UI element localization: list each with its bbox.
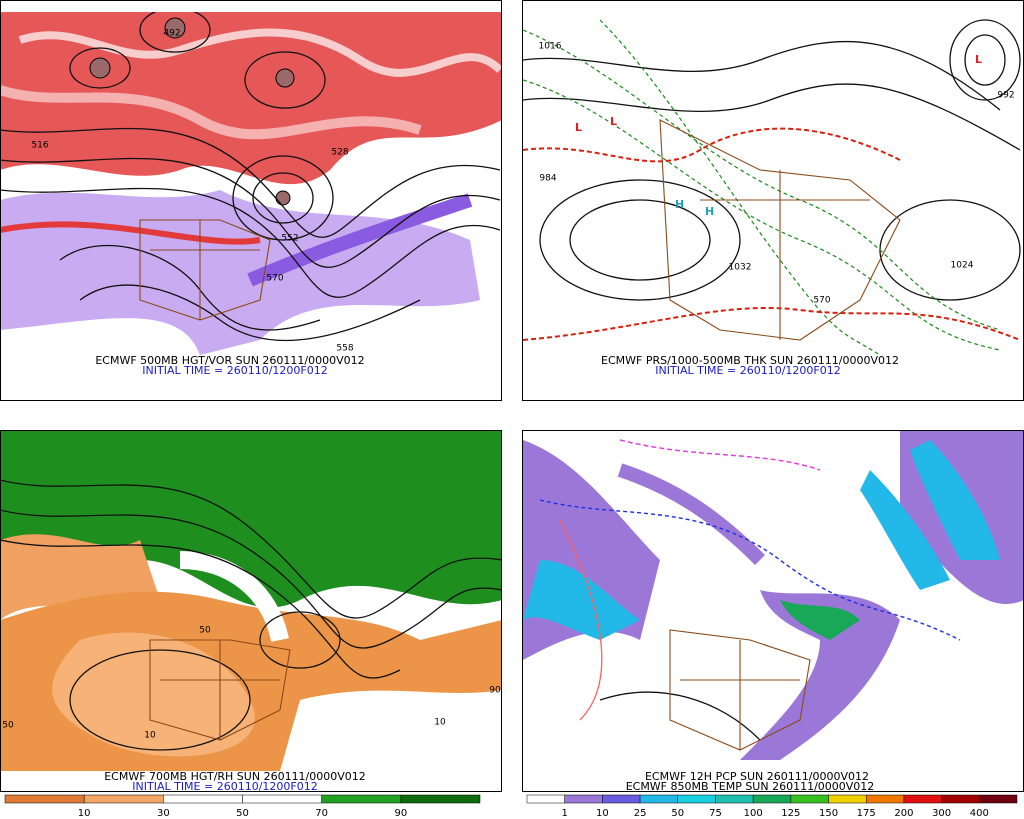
caption: ECMWF PRS/1000-500MB THK SUN 260111/0000… — [601, 354, 899, 367]
colorbar-label: 25 — [634, 808, 647, 819]
colorbar-segment — [564, 794, 603, 804]
colorbar-segment — [4, 794, 85, 804]
high-symbol: H — [675, 198, 684, 211]
contour-label: 50 — [2, 721, 14, 731]
colorbar-label: 50 — [236, 808, 249, 819]
colorbar-label: 10 — [596, 808, 609, 819]
colorbar-label: 50 — [671, 808, 684, 819]
colorbar-label: 75 — [709, 808, 722, 819]
overlays: 492 516 528 552 570 558 1016 984 1024 1032 570 992 1… — [2, 29, 1018, 819]
panel-pressure: L L L H H ECMWF PRS/1000-500MB THK SUN 2… — [522, 0, 1024, 401]
caption: ECMWF 500MB HGT/VOR SUN 260111/0000V012 — [95, 354, 364, 367]
colorbar-label: 10 — [78, 808, 91, 819]
colorbar-label: 150 — [819, 808, 838, 819]
low-symbol: L — [610, 115, 617, 128]
contour-label: 558 — [336, 344, 353, 354]
colorbar-segment — [903, 794, 942, 804]
colorbar-segment — [979, 794, 1018, 804]
contour-label: 516 — [31, 141, 48, 151]
colorbar-segment — [790, 794, 829, 804]
contour-label: 50 — [199, 626, 211, 636]
colorbar-segment — [639, 794, 679, 804]
caption: ECMWF 700MB HGT/RH SUN 260111/0000V012 — [104, 770, 366, 783]
colorbar-segment — [828, 794, 867, 804]
caption: ECMWF 12H PCP SUN 260111/0000V012 — [645, 770, 869, 783]
colorbar-label: 30 — [157, 808, 170, 819]
colorbar-label: 90 — [394, 808, 407, 819]
colorbar-label: 200 — [894, 808, 913, 819]
contour-label: 1024 — [951, 261, 974, 271]
contour-label: 992 — [997, 91, 1014, 101]
low-symbol: L — [575, 121, 582, 134]
initial-time: INITIAL TIME = 260110/1200F012 — [132, 780, 317, 793]
colorbar-label: 70 — [315, 808, 328, 819]
contour-label: 1032 — [729, 263, 752, 273]
colorbar-segment — [400, 794, 481, 804]
colorbar-segment — [715, 794, 754, 804]
low-symbol: L — [975, 53, 982, 66]
contour-label: 1016 — [539, 42, 562, 52]
initial-time: INITIAL TIME = 260110/1200F012 — [655, 364, 840, 377]
contour-label: 552 — [281, 234, 298, 244]
colorbar-label: 1 — [562, 808, 568, 819]
colorbar-segment — [602, 794, 641, 804]
colorbar-segment — [83, 794, 164, 804]
colorbar-segment — [865, 794, 905, 804]
contour-label: 10 — [434, 718, 446, 728]
contour-label: 570 — [266, 274, 283, 284]
panel-700mb: ECMWF 700MB HGT/RH SUN 260111/0000V012 I… — [0, 430, 502, 793]
colorbar-label: 175 — [857, 808, 876, 819]
colorbar-label: 125 — [781, 808, 800, 819]
colorbar-label: 300 — [932, 808, 951, 819]
panel-500mb: ECMWF 500MB HGT/VOR SUN 260111/0000V012 … — [0, 0, 502, 401]
colorbar-segment — [321, 794, 402, 804]
high-symbol: H — [705, 205, 714, 218]
contour-label: 528 — [331, 148, 348, 158]
contour-label: 984 — [539, 174, 556, 184]
contour-label: 90 — [489, 686, 501, 696]
caption: ECMWF 850MB TEMP SUN 260111/0000V012 — [626, 780, 875, 793]
colorbar-segment — [941, 794, 980, 804]
colorbar-segment — [163, 794, 243, 804]
panel-precip: ECMWF 12H PCP SUN 260111/0000V012 ECMWF … — [522, 430, 1024, 793]
contour-label: 492 — [163, 29, 180, 39]
colorbar-segment — [752, 794, 792, 804]
colorbar-label: 100 — [744, 808, 763, 819]
colorbar-segment — [677, 794, 716, 804]
colorbar-label: 400 — [970, 808, 989, 819]
colorbar-segment — [242, 794, 322, 804]
colorbar-segment — [526, 794, 565, 804]
contour-label: 10 — [144, 731, 156, 741]
contour-label: 570 — [813, 296, 830, 306]
initial-time: INITIAL TIME = 260110/1200F012 — [142, 364, 327, 377]
